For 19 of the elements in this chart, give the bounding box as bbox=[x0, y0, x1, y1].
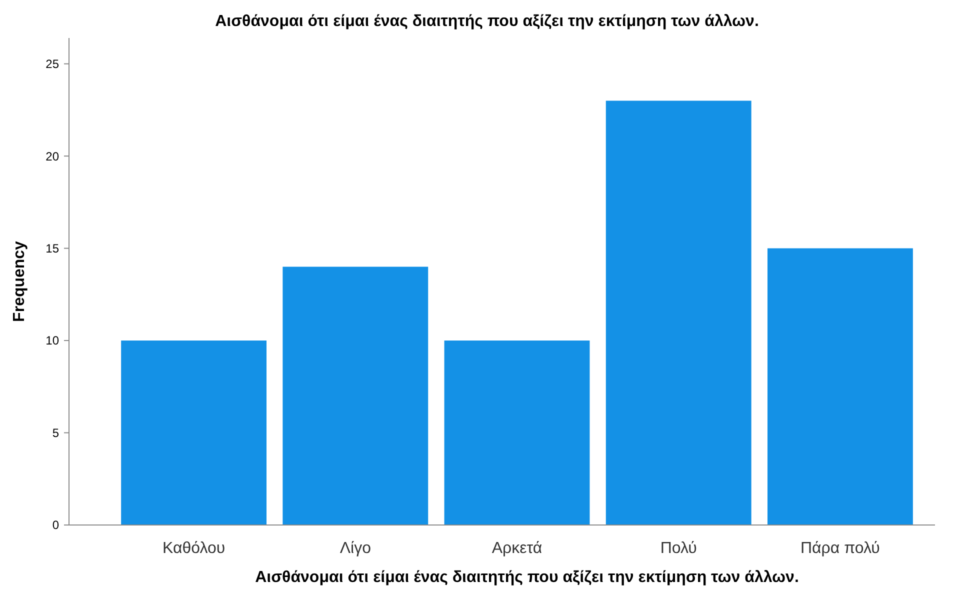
y-tick-label: 10 bbox=[46, 334, 60, 348]
bar bbox=[121, 340, 267, 525]
x-axis-title: Αισθάνομαι ότι είμαι ένας διαιτητής που αξίζει την εκτίμηση των άλλων. bbox=[255, 569, 799, 586]
y-tick-label: 20 bbox=[46, 149, 60, 164]
x-tick-label: Καθόλου bbox=[162, 540, 226, 557]
y-axis-title: Frequency bbox=[11, 240, 28, 322]
bar bbox=[767, 248, 913, 525]
y-tick-label: 15 bbox=[46, 241, 60, 256]
y-tick-label: 5 bbox=[52, 426, 60, 440]
y-tick-label: 0 bbox=[52, 518, 60, 532]
x-tick-label: Πολύ bbox=[660, 540, 697, 557]
bar bbox=[606, 100, 752, 525]
bar bbox=[444, 340, 590, 525]
chart-title: Αισθάνομαι ότι είμαι ένας διαιτητής που αξίζει την εκτίμηση των άλλων. bbox=[215, 13, 759, 30]
bar bbox=[282, 266, 428, 525]
x-tick-label: Πάρα πολύ bbox=[800, 540, 880, 557]
x-tick-label: Λίγο bbox=[340, 540, 372, 557]
y-tick-label: 25 bbox=[46, 57, 60, 72]
x-tick-label: Αρκετά bbox=[492, 540, 542, 557]
